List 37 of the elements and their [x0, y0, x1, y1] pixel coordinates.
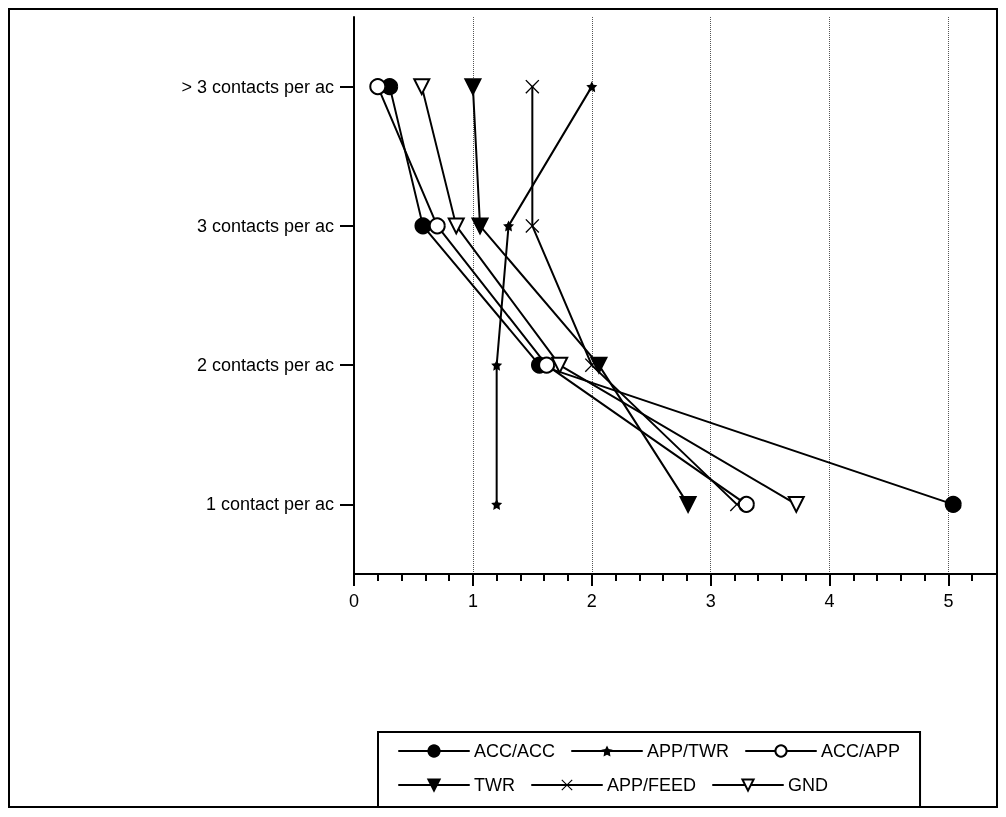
- point: [369, 78, 387, 96]
- y-tick-label: 1 contact per ac: [205, 494, 334, 515]
- x-tick-label: 4: [824, 591, 835, 611]
- y-tick-label: 3 contacts per ac: [196, 215, 334, 236]
- point: [787, 495, 805, 513]
- y-tick-label: 2 contacts per ac: [196, 355, 334, 376]
- legend-label: TWR: [474, 775, 515, 795]
- point: [729, 497, 744, 512]
- point: [590, 356, 608, 374]
- y-tick-label: > 3 contacts per ac: [181, 76, 334, 97]
- legend-label: APP/FEED: [606, 775, 697, 795]
- x-tick-label: 0: [348, 591, 360, 611]
- point: [551, 356, 569, 374]
- point: [428, 217, 446, 235]
- point: [491, 359, 503, 371]
- point: [584, 358, 599, 373]
- legend-label: ACC/APP: [821, 741, 901, 761]
- x-tick-label: 3: [705, 591, 716, 611]
- x-tick-label: 2: [586, 591, 597, 611]
- point: [413, 78, 431, 96]
- point: [586, 81, 598, 93]
- legend-label: APP/TWR: [647, 741, 730, 761]
- point: [525, 218, 540, 233]
- x-tick-label: 1: [467, 591, 478, 611]
- point: [944, 495, 962, 513]
- point: [447, 217, 465, 235]
- x-tick-label: 5: [943, 591, 954, 611]
- legend-label: ACC/ACC: [474, 741, 556, 761]
- point: [471, 217, 489, 235]
- point: [737, 495, 755, 513]
- point: [679, 495, 697, 513]
- point: [464, 78, 482, 96]
- point: [538, 356, 556, 374]
- legend-label: GND: [788, 775, 829, 795]
- point: [525, 79, 540, 94]
- point: [414, 217, 432, 235]
- point: [503, 220, 515, 232]
